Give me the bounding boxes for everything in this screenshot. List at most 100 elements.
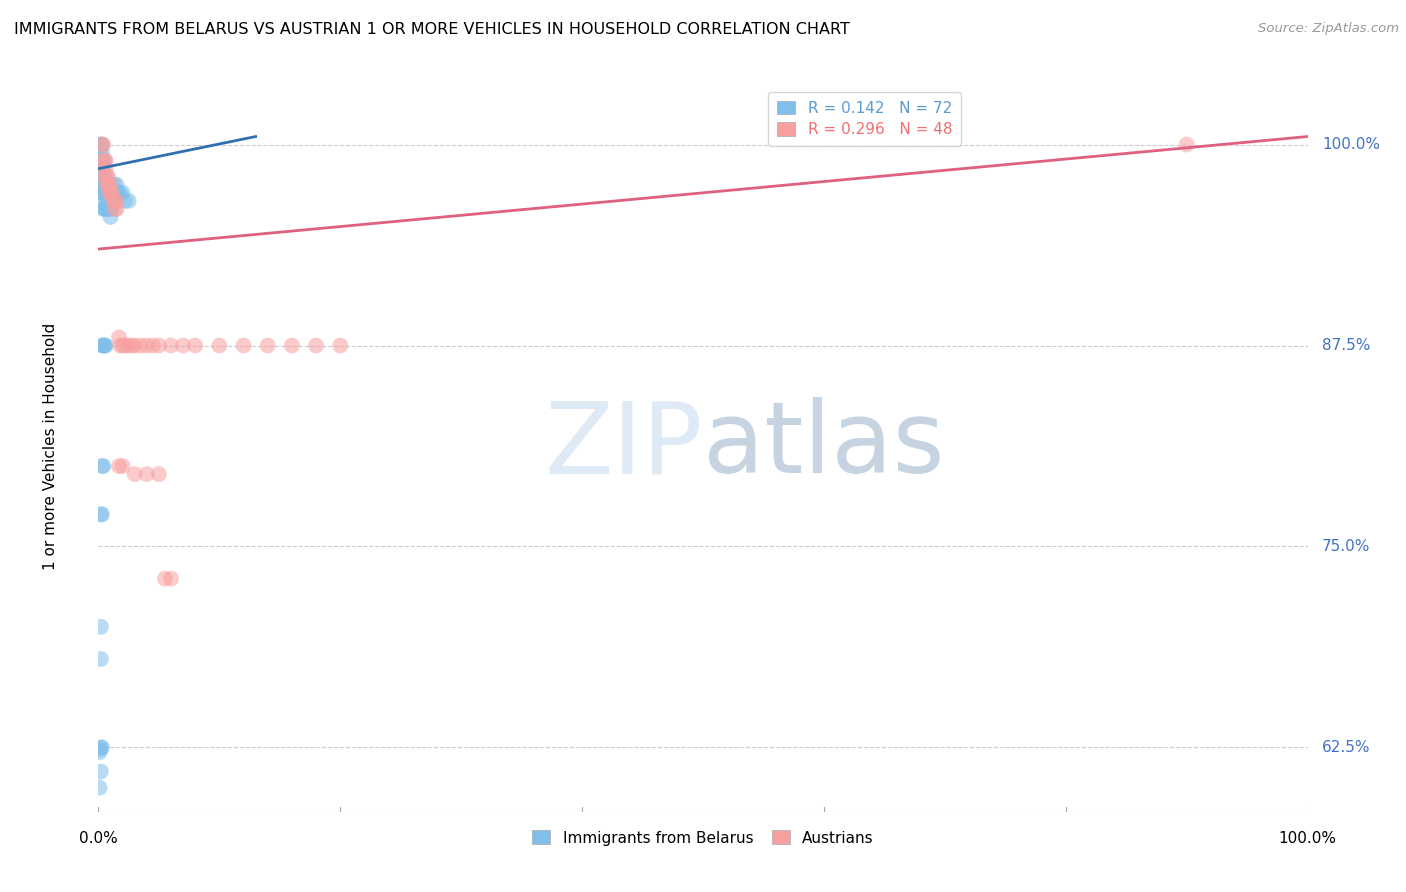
Text: 62.5%: 62.5% [1322, 740, 1371, 755]
Point [97, 202, 120, 216]
Point [90, 764, 112, 779]
Point [104, 186, 127, 200]
Point [97, 178, 120, 192]
Point [103, 178, 125, 192]
Point [91, 153, 114, 168]
Point [93, 338, 115, 352]
Point [100, 194, 122, 208]
Point [93, 153, 115, 168]
Point [89, 145, 111, 160]
Point [96, 186, 118, 200]
Text: IMMIGRANTS FROM BELARUS VS AUSTRIAN 1 OR MORE VEHICLES IN HOUSEHOLD CORRELATION : IMMIGRANTS FROM BELARUS VS AUSTRIAN 1 OR… [14, 22, 851, 37]
Point [208, 338, 231, 352]
Point [98, 202, 121, 216]
Point [153, 572, 176, 586]
Point [101, 194, 124, 208]
Point [90, 153, 112, 168]
Point [91, 137, 114, 152]
Text: 87.5%: 87.5% [1322, 338, 1371, 353]
Point [91, 153, 114, 168]
Point [111, 186, 134, 200]
Point [91, 508, 114, 522]
Point [108, 330, 131, 344]
Point [160, 338, 183, 352]
Point [91, 137, 114, 152]
Point [142, 338, 165, 352]
Point [89, 137, 111, 152]
Point [124, 338, 146, 352]
Point [94, 161, 117, 176]
Point [100, 194, 122, 208]
Point [98, 186, 121, 200]
Point [104, 202, 127, 216]
Point [172, 338, 194, 352]
Point [1175, 137, 1198, 152]
Point [103, 194, 125, 208]
Point [114, 338, 136, 352]
Point [91, 178, 114, 192]
Point [93, 338, 115, 352]
Point [100, 202, 122, 216]
Point [90, 508, 112, 522]
Point [91, 178, 114, 192]
Point [256, 338, 278, 352]
Point [91, 137, 114, 152]
Point [96, 178, 118, 192]
Point [108, 186, 131, 200]
Point [93, 169, 115, 184]
Point [94, 338, 117, 352]
Point [89, 745, 111, 759]
Point [91, 194, 114, 208]
Point [148, 338, 170, 352]
Point [91, 169, 114, 184]
Text: 1 or more Vehicles in Household: 1 or more Vehicles in Household [42, 322, 58, 570]
Point [94, 202, 117, 216]
Point [91, 161, 114, 176]
Point [135, 338, 157, 352]
Point [100, 178, 122, 192]
Point [91, 740, 114, 755]
Point [91, 145, 114, 160]
Point [90, 620, 112, 634]
Point [232, 338, 254, 352]
Text: 100.0%: 100.0% [1322, 137, 1381, 152]
Point [90, 169, 112, 184]
Point [121, 338, 143, 352]
Point [160, 572, 183, 586]
Point [100, 178, 122, 192]
Point [91, 338, 114, 352]
Point [91, 459, 114, 474]
Point [93, 186, 115, 200]
Point [135, 467, 157, 482]
Text: Source: ZipAtlas.com: Source: ZipAtlas.com [1258, 22, 1399, 36]
Point [329, 338, 352, 352]
Point [105, 202, 128, 216]
Point [148, 467, 170, 482]
Point [96, 194, 118, 208]
Point [93, 169, 115, 184]
Point [107, 186, 129, 200]
Point [105, 194, 128, 208]
Point [90, 137, 112, 152]
Point [105, 178, 128, 192]
Point [114, 194, 136, 208]
Point [111, 459, 134, 474]
Point [91, 459, 114, 474]
Point [100, 186, 122, 200]
Point [90, 652, 112, 666]
Text: ZIP: ZIP [544, 398, 703, 494]
Point [118, 194, 141, 208]
Point [94, 169, 117, 184]
Point [91, 186, 114, 200]
Point [89, 742, 111, 756]
Point [96, 169, 118, 184]
Point [97, 186, 120, 200]
Point [281, 338, 304, 352]
Point [108, 459, 131, 474]
Point [100, 186, 122, 200]
Point [89, 780, 111, 795]
Point [105, 186, 128, 200]
Point [103, 194, 125, 208]
Point [111, 338, 134, 352]
Point [90, 178, 112, 192]
